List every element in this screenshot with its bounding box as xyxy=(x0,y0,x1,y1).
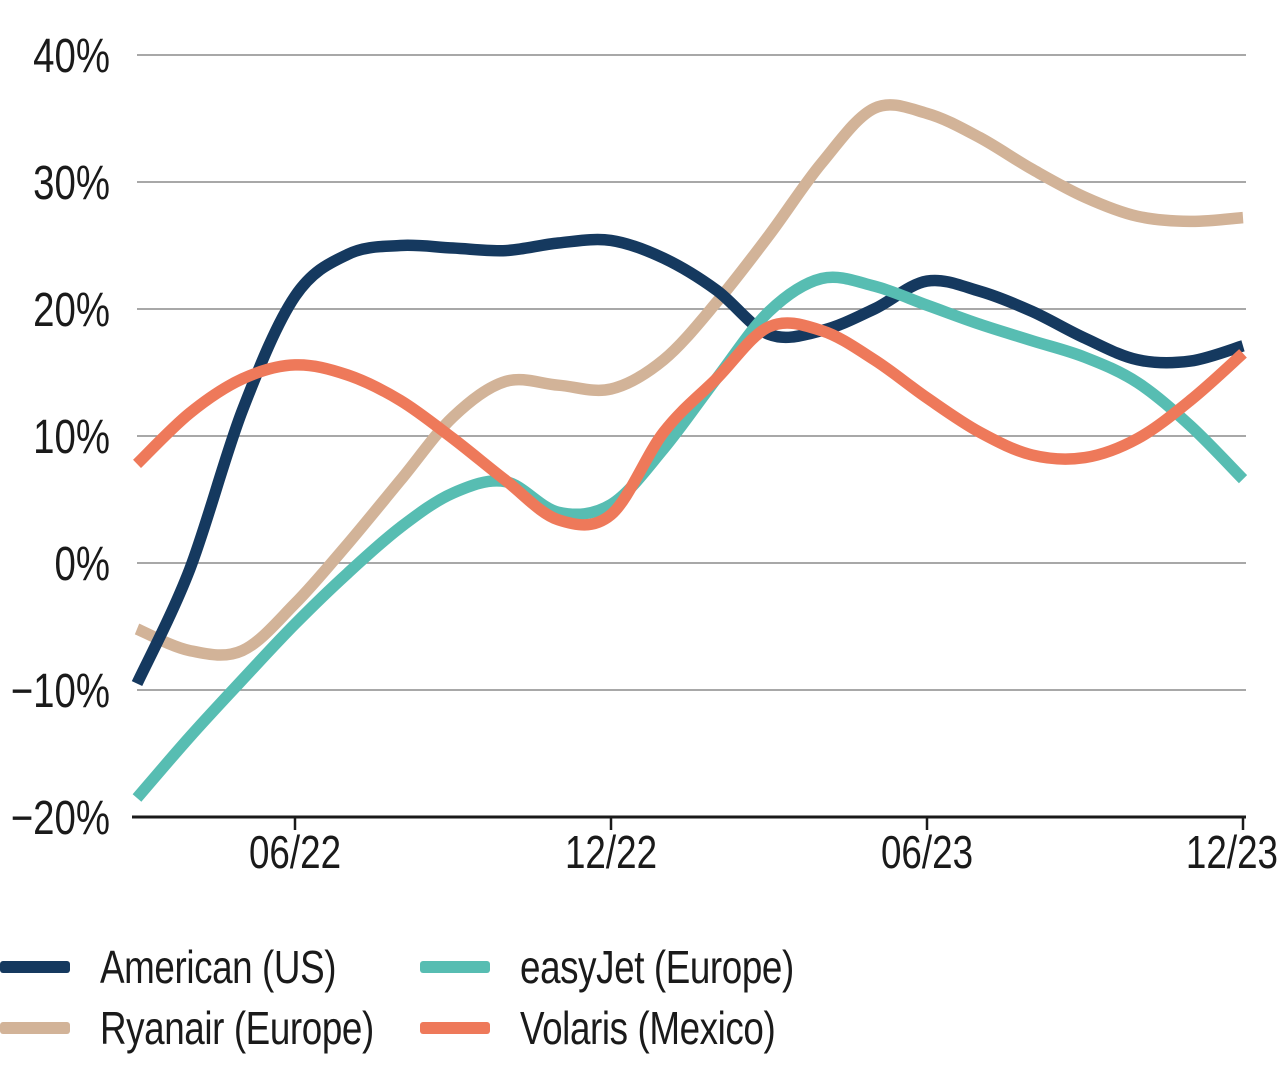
legend-label-american: American (US) xyxy=(100,941,337,993)
x-tick-label: 06/23 xyxy=(881,826,973,878)
y-tick-label: 40% xyxy=(33,30,110,83)
legend-item-easyjet: easyJet (Europe) xyxy=(420,944,862,990)
legend-label-easyjet: easyJet (Europe) xyxy=(520,941,794,993)
line-chart: 40% 30% 20% 10% 0% −10% −20% 06/22 12/22 06/23 12/… xyxy=(11,30,1278,878)
x-tick-label: 12/22 xyxy=(565,826,657,878)
y-tick-label: 30% xyxy=(33,157,110,210)
legend-label-ryanair: Ryanair (Europe) xyxy=(100,1002,374,1054)
x-tick-label: 12/23 xyxy=(1186,826,1278,878)
legend-label-volaris: Volaris (Mexico) xyxy=(520,1002,776,1054)
legend-swatch-american xyxy=(0,961,70,973)
legend-swatch-ryanair xyxy=(0,1022,70,1034)
legend-item-ryanair: Ryanair (Europe) xyxy=(0,1005,442,1051)
y-tick-label: 0% xyxy=(55,538,110,591)
legend-item-american: American (US) xyxy=(0,944,395,990)
legend-swatch-volaris xyxy=(420,1022,490,1034)
y-tick-label: −20% xyxy=(11,792,110,845)
y-tick-label: 10% xyxy=(33,411,110,464)
y-tick-label: −10% xyxy=(11,665,110,718)
x-tick-label: 06/22 xyxy=(249,826,341,878)
series-line-easyjet-europe xyxy=(132,271,1248,802)
series-line-volaris-mexico xyxy=(132,317,1247,531)
legend-item-volaris: Volaris (Mexico) xyxy=(420,1005,839,1051)
series-line-american-us xyxy=(131,233,1245,687)
y-tick-label: 20% xyxy=(33,284,110,337)
legend-swatch-easyjet xyxy=(420,961,490,973)
series-line-ryanair-europe xyxy=(134,99,1244,661)
